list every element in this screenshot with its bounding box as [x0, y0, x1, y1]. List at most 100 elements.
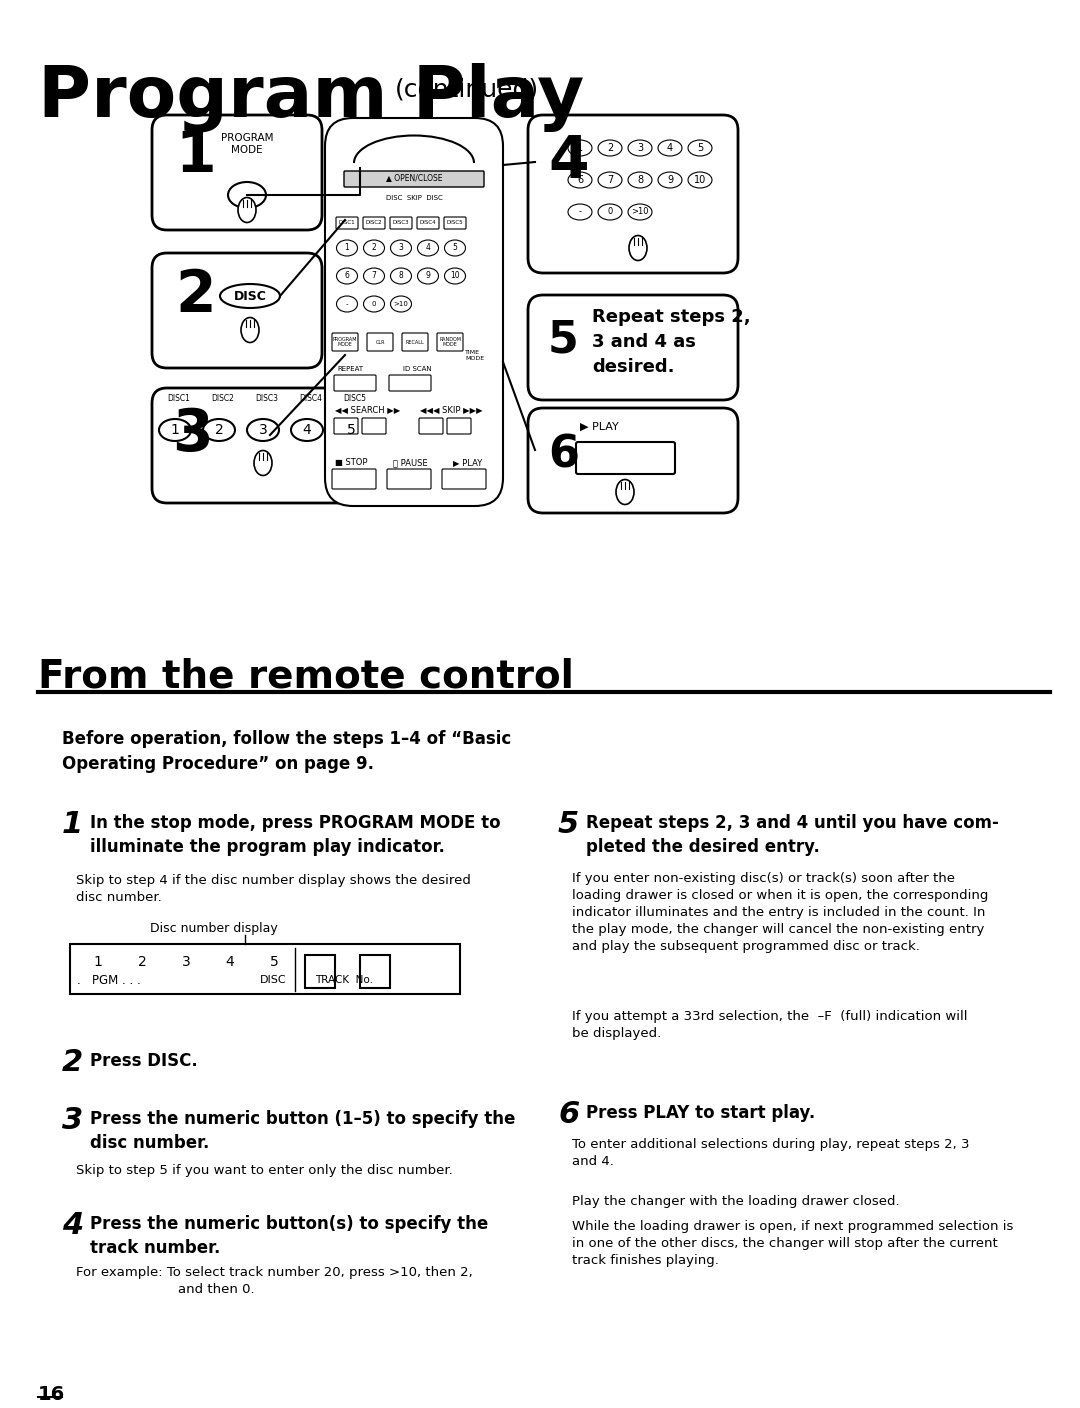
FancyBboxPatch shape [390, 217, 411, 230]
Text: If you attempt a 33rd selection, the  –F  (full) indication will
be displayed.: If you attempt a 33rd selection, the –F … [572, 1010, 968, 1041]
Text: From the remote control: From the remote control [38, 658, 573, 696]
Text: DISC3: DISC3 [393, 221, 409, 225]
FancyBboxPatch shape [528, 408, 738, 513]
Text: Press the numeric button (1–5) to specify the
disc number.: Press the numeric button (1–5) to specif… [90, 1110, 515, 1152]
Text: Disc number display: Disc number display [150, 922, 278, 935]
Text: DISC5: DISC5 [447, 221, 463, 225]
Ellipse shape [568, 139, 592, 156]
Text: ◀◀◀ SKIP ▶▶▶: ◀◀◀ SKIP ▶▶▶ [420, 406, 483, 414]
Ellipse shape [616, 480, 634, 504]
Text: While the loading drawer is open, if next programmed selection is
in one of the : While the loading drawer is open, if nex… [572, 1219, 1013, 1267]
Text: ▲ OPEN/CLOSE: ▲ OPEN/CLOSE [386, 173, 442, 183]
Text: Repeat steps 2, 3 and 4 until you have com-
pleted the desired entry.: Repeat steps 2, 3 and 4 until you have c… [586, 814, 999, 856]
Text: 4: 4 [62, 1211, 83, 1240]
Ellipse shape [598, 172, 622, 189]
Text: 3: 3 [62, 1107, 83, 1135]
FancyBboxPatch shape [417, 217, 438, 230]
Text: 5: 5 [548, 318, 579, 362]
Text: 1: 1 [171, 422, 179, 436]
FancyBboxPatch shape [336, 217, 357, 230]
Bar [70, 943, 460, 994]
Text: RANDOM
MODE: RANDOM MODE [438, 337, 461, 348]
Ellipse shape [568, 172, 592, 189]
Text: 6: 6 [345, 272, 350, 280]
Text: ◀◀ SEARCH ▶▶: ◀◀ SEARCH ▶▶ [335, 406, 401, 414]
Ellipse shape [220, 284, 280, 308]
Text: 0: 0 [372, 301, 376, 307]
Ellipse shape [627, 139, 652, 156]
Text: 7: 7 [607, 175, 613, 184]
Ellipse shape [658, 139, 681, 156]
Text: 3: 3 [637, 144, 643, 153]
Ellipse shape [688, 139, 712, 156]
Text: 0: 0 [607, 207, 612, 217]
Ellipse shape [598, 204, 622, 220]
Ellipse shape [627, 172, 652, 189]
Text: 1: 1 [175, 127, 216, 183]
Ellipse shape [228, 182, 266, 208]
Text: 3: 3 [399, 244, 404, 252]
Bar [305, 955, 335, 988]
Text: Skip to step 4 if the disc number display shows the desired
disc number.: Skip to step 4 if the disc number displa… [76, 874, 471, 904]
Text: 1: 1 [62, 810, 83, 839]
Text: Press PLAY to start play.: Press PLAY to start play. [586, 1104, 815, 1122]
Text: -: - [346, 301, 348, 307]
Text: 6: 6 [548, 434, 579, 476]
FancyBboxPatch shape [576, 442, 675, 474]
Text: Program Play: Program Play [38, 62, 584, 131]
FancyBboxPatch shape [345, 170, 484, 187]
Ellipse shape [629, 235, 647, 260]
Text: 1: 1 [94, 955, 103, 969]
Text: ▶ PLAY: ▶ PLAY [580, 422, 619, 432]
Text: DISC2: DISC2 [366, 221, 382, 225]
Text: TIME
MODE: TIME MODE [465, 351, 484, 360]
FancyBboxPatch shape [332, 469, 376, 489]
Text: DISC5: DISC5 [343, 394, 366, 403]
Ellipse shape [568, 204, 592, 220]
Ellipse shape [291, 420, 323, 441]
Ellipse shape [445, 239, 465, 256]
Text: For example: To select track number 20, press >10, then 2,
                     : For example: To select track number 20, … [76, 1266, 473, 1295]
Text: 5: 5 [453, 244, 458, 252]
Text: 2: 2 [137, 955, 147, 969]
Ellipse shape [364, 296, 384, 313]
FancyBboxPatch shape [528, 296, 738, 400]
Ellipse shape [598, 139, 622, 156]
FancyBboxPatch shape [419, 418, 443, 434]
FancyBboxPatch shape [389, 375, 431, 391]
FancyBboxPatch shape [332, 334, 357, 351]
Ellipse shape [418, 239, 438, 256]
Text: Play the changer with the loading drawer closed.: Play the changer with the loading drawer… [572, 1195, 900, 1208]
Ellipse shape [238, 197, 256, 222]
Text: 4: 4 [302, 422, 311, 436]
Text: ⏸ PAUSE: ⏸ PAUSE [393, 458, 428, 467]
FancyBboxPatch shape [362, 418, 386, 434]
Text: DISC3: DISC3 [255, 394, 278, 403]
Text: DISC: DISC [260, 974, 286, 986]
Text: Press the numeric button(s) to specify the
track number.: Press the numeric button(s) to specify t… [90, 1215, 488, 1256]
FancyBboxPatch shape [363, 217, 384, 230]
Text: 5: 5 [697, 144, 703, 153]
Text: 16: 16 [38, 1385, 65, 1404]
FancyBboxPatch shape [334, 418, 357, 434]
Text: 10: 10 [693, 175, 706, 184]
Text: >10: >10 [393, 301, 408, 307]
Text: DISC4: DISC4 [420, 221, 436, 225]
FancyBboxPatch shape [387, 469, 431, 489]
Text: 4: 4 [226, 955, 234, 969]
Text: 5: 5 [347, 422, 355, 436]
Text: DISC2: DISC2 [211, 394, 234, 403]
Text: 2: 2 [215, 422, 224, 436]
Text: ■ STOP: ■ STOP [335, 458, 367, 467]
Text: Press DISC.: Press DISC. [90, 1052, 198, 1070]
FancyBboxPatch shape [367, 334, 393, 351]
Text: CLR: CLR [375, 339, 384, 345]
Text: DISC: DISC [233, 290, 267, 303]
Text: 5: 5 [270, 955, 279, 969]
Ellipse shape [418, 268, 438, 284]
Text: 3: 3 [258, 422, 268, 436]
Text: 8: 8 [399, 272, 403, 280]
FancyBboxPatch shape [152, 115, 322, 230]
FancyBboxPatch shape [444, 217, 465, 230]
Ellipse shape [337, 239, 357, 256]
